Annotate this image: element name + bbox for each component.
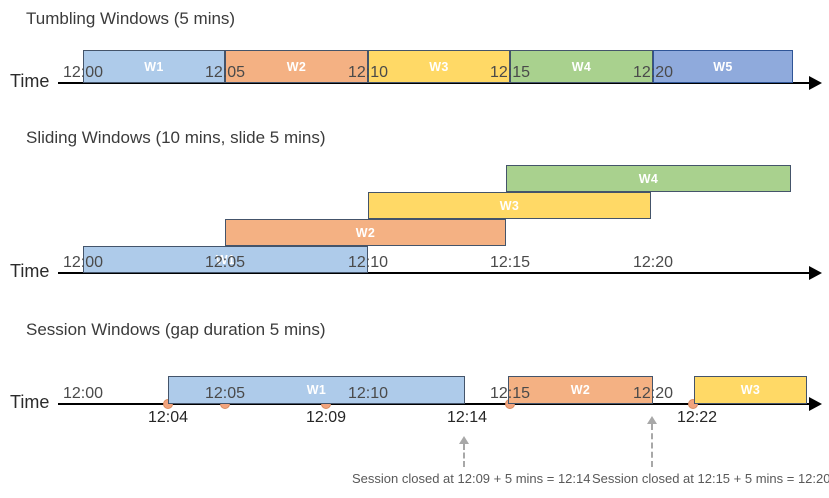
session-dashed-arrow-line (463, 444, 465, 467)
sliding-window-w1-label: W1 (215, 252, 236, 267)
session-event-time-12-09: 12:09 (305, 409, 347, 426)
session-tick-12-15: 12:15 (489, 385, 531, 402)
session-tick-12-00: 12:00 (62, 385, 104, 402)
session-window-w1: W1 (168, 376, 465, 404)
sliding-tick-12-10: 12:10 (347, 254, 389, 271)
session-dashed-arrow-head-icon (459, 436, 469, 444)
session-tick-12-20: 12:20 (632, 385, 674, 402)
sliding-window-w1: W1 (83, 246, 368, 273)
sliding-tick-12-20: 12:20 (632, 254, 674, 271)
tumbling-time-axis-label: Time (10, 71, 50, 91)
sliding-tick-12-00: 12:00 (62, 254, 104, 271)
sliding-time-axis-line (58, 272, 812, 274)
tumbling-window-w3-label: W3 (429, 59, 449, 74)
sliding-title: Sliding Windows (10 mins, slide 5 mins) (26, 128, 326, 147)
tumbling-tick-12-10: 12:10 (347, 64, 389, 81)
session-tick-12-05: 12:05 (204, 385, 246, 402)
session-time-axis-line (58, 403, 812, 405)
sliding-window-w2: W2 (225, 219, 506, 246)
session-dashed-arrow-line (651, 424, 653, 467)
session-event-dot (688, 399, 698, 409)
tumbling-window-w5-label: W5 (713, 59, 733, 74)
session-event-time-12-04: 12:04 (147, 409, 189, 426)
tumbling-window-w4-label: W4 (571, 59, 592, 74)
tumbling-window-w2: W2 (225, 50, 368, 83)
session-annotation-1: Session closed at 12:09 + 5 mins = 12:14 (352, 471, 591, 486)
tumbling-window-w1: W1 (83, 50, 225, 83)
tumbling-title: Tumbling Windows (5 mins) (26, 9, 236, 28)
session-event-time-12-14: 12:14 (446, 409, 488, 426)
tumbling-axis-arrowhead-icon (809, 76, 822, 90)
sliding-window-w4: W4 (506, 165, 791, 192)
session-dashed-arrow-head-icon (647, 416, 657, 424)
sliding-time-axis-label: Time (10, 261, 50, 281)
sliding-tick-12-05: 12:05 (204, 254, 246, 271)
tumbling-tick-12-15: 12:15 (489, 64, 531, 81)
tumbling-window-w1-label: W1 (144, 59, 164, 74)
sliding-tick-12-15: 12:15 (489, 254, 531, 271)
session-window-w1-label: W1 (306, 383, 327, 397)
session-time-axis-label: Time (10, 392, 50, 412)
session-window-w2: W2 (508, 376, 653, 404)
tumbling-tick-12-00: 12:00 (62, 64, 104, 81)
session-annotation-2: Session closed at 12:15 + 5 mins = 12:20 (592, 471, 829, 486)
session-title: Session Windows (gap duration 5 mins) (26, 320, 326, 339)
session-tick-12-10: 12:10 (347, 385, 389, 402)
session-window-w2-label: W2 (570, 383, 591, 397)
tumbling-tick-12-20: 12:20 (632, 64, 674, 81)
session-window-w3: W3 (694, 376, 807, 404)
sliding-window-w3-label: W3 (499, 198, 520, 213)
sliding-window-w3: W3 (368, 192, 651, 219)
session-window-w3-label: W3 (740, 383, 761, 397)
tumbling-window-w4: W4 (510, 50, 653, 83)
session-event-time-12-22: 12:22 (676, 409, 718, 426)
session-axis-arrowhead-icon (809, 397, 822, 411)
tumbling-window-w3: W3 (368, 50, 510, 83)
tumbling-window-w2-label: W2 (286, 59, 307, 74)
sliding-window-w4-label: W4 (638, 171, 659, 186)
tumbling-window-w5: W5 (653, 50, 793, 83)
sliding-axis-arrowhead-icon (809, 266, 822, 280)
tumbling-time-axis-line (58, 82, 812, 84)
sliding-window-w2-label: W2 (355, 225, 376, 240)
tumbling-tick-12-05: 12:05 (204, 64, 246, 81)
